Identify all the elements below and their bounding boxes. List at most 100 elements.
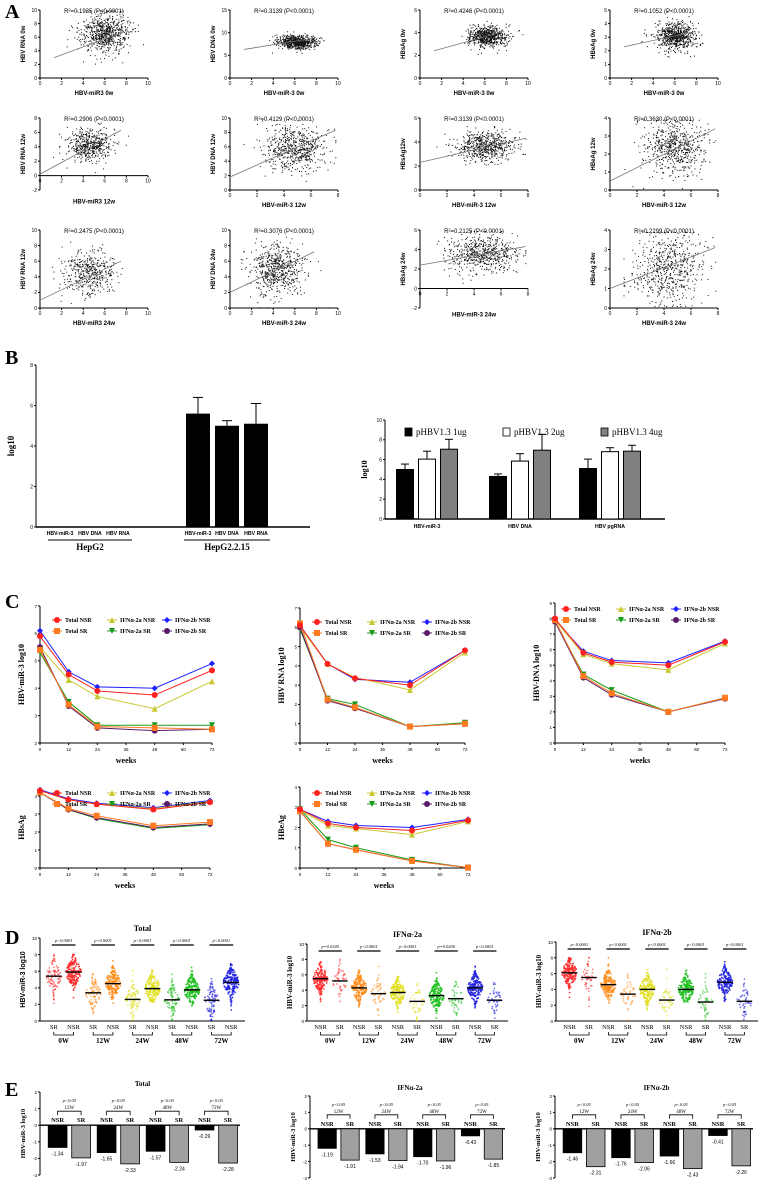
data-point <box>492 148 494 150</box>
regression-line <box>433 31 505 52</box>
data-point <box>285 140 287 142</box>
data-point <box>74 37 76 39</box>
data-point <box>494 155 496 157</box>
data-point <box>308 159 310 161</box>
data-point <box>682 46 684 48</box>
data-point <box>297 37 299 39</box>
data-point <box>312 140 314 142</box>
data-point <box>88 25 90 27</box>
data-point <box>311 42 313 44</box>
data-point <box>308 45 310 47</box>
data-point <box>276 152 278 154</box>
data-point <box>92 154 94 156</box>
data-point <box>468 37 470 39</box>
data-point <box>489 141 491 143</box>
data-point <box>501 36 503 38</box>
data-point <box>93 134 95 136</box>
data-point <box>677 24 679 26</box>
data-point <box>92 129 94 131</box>
data-point <box>683 44 685 46</box>
data-point <box>491 45 493 47</box>
data-point <box>290 39 292 41</box>
data-point <box>664 153 666 155</box>
data-point <box>298 156 300 158</box>
data-point <box>477 150 479 152</box>
data-point <box>665 28 667 30</box>
data-point <box>287 140 289 142</box>
data-point <box>318 140 320 142</box>
data-point <box>685 42 687 44</box>
data-point <box>107 10 109 12</box>
data-point <box>119 38 121 40</box>
tick-label: 6 <box>224 145 227 151</box>
data-point <box>672 25 674 27</box>
data-point <box>471 141 473 143</box>
data-point <box>482 156 484 158</box>
data-point <box>299 138 301 140</box>
data-point <box>285 148 287 150</box>
data-point <box>690 28 692 30</box>
tick-label: 0 <box>229 81 232 87</box>
data-point <box>669 38 671 40</box>
data-point <box>472 141 474 143</box>
data-point <box>285 149 287 151</box>
data-point <box>323 146 325 148</box>
data-point <box>486 30 488 32</box>
data-point <box>95 25 97 27</box>
data-point <box>480 134 482 136</box>
data-point <box>666 16 668 18</box>
data-point <box>322 148 324 150</box>
data-point <box>292 134 294 136</box>
data-point <box>92 34 94 36</box>
data-point <box>470 49 472 51</box>
data-point <box>273 41 275 43</box>
data-point <box>485 34 487 36</box>
data-point <box>473 144 475 146</box>
data-point <box>100 39 102 41</box>
data-point <box>311 144 313 146</box>
data-point <box>301 175 303 177</box>
data-point <box>311 150 313 152</box>
data-point <box>96 160 98 162</box>
data-point <box>99 24 101 26</box>
data-point <box>102 149 104 151</box>
data-point <box>657 37 659 39</box>
data-point <box>476 36 478 38</box>
data-point <box>485 143 487 145</box>
data-point <box>91 150 93 152</box>
data-point <box>661 142 663 144</box>
data-point <box>478 140 480 142</box>
data-point <box>311 42 313 44</box>
data-point <box>89 153 91 155</box>
data-point <box>294 38 296 40</box>
data-point <box>280 42 282 44</box>
data-point <box>82 135 84 137</box>
data-point <box>481 132 483 134</box>
data-point <box>475 160 477 162</box>
data-point <box>303 40 305 42</box>
data-point <box>665 39 667 41</box>
data-point <box>663 42 665 44</box>
data-point <box>269 137 271 139</box>
data-point <box>309 148 311 150</box>
data-point <box>87 158 89 160</box>
data-point <box>683 41 685 43</box>
data-point <box>272 168 274 170</box>
data-point <box>491 37 493 39</box>
data-point <box>281 43 283 45</box>
data-point <box>485 134 487 136</box>
data-point <box>289 44 291 46</box>
data-point <box>477 25 479 27</box>
data-point <box>108 154 110 156</box>
data-point <box>315 39 317 41</box>
data-point <box>270 144 272 146</box>
data-point <box>679 44 681 46</box>
data-point <box>278 44 280 46</box>
data-point <box>308 173 310 175</box>
data-point <box>74 161 76 163</box>
data-point <box>282 127 284 129</box>
data-point <box>95 33 97 35</box>
data-point <box>686 131 688 133</box>
data-point <box>476 36 478 38</box>
data-point <box>679 169 681 171</box>
